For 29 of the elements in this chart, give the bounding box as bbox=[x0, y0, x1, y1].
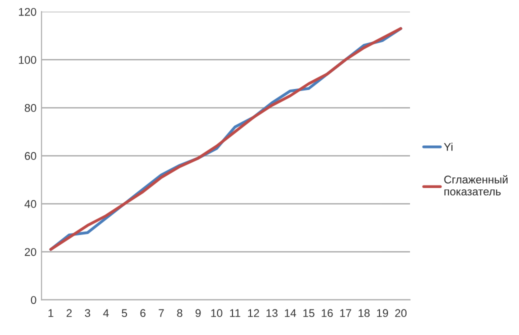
y-tick-label: 60 bbox=[24, 152, 36, 160]
y-tick-label: 20 bbox=[24, 248, 36, 256]
x-tick-label: 15 bbox=[303, 309, 314, 318]
legend-label: Yi bbox=[444, 142, 452, 151]
x-tick-label: 16 bbox=[322, 309, 333, 318]
x-tick-label: 19 bbox=[377, 309, 388, 318]
y-tick-label: 120 bbox=[18, 8, 36, 16]
x-tick-label: 20 bbox=[395, 309, 407, 318]
x-tick-label: 7 bbox=[158, 309, 164, 317]
x-tick-label: 18 bbox=[358, 309, 370, 318]
x-tick-label: 3 bbox=[84, 309, 90, 318]
x-tick-label: 12 bbox=[248, 309, 260, 317]
x-tick-label: 9 bbox=[196, 309, 201, 318]
x-tick-label: 14 bbox=[284, 309, 296, 317]
x-tick-label: 1 bbox=[48, 309, 54, 317]
x-tick-label: 8 bbox=[177, 309, 182, 318]
x-tick-label: 5 bbox=[122, 309, 128, 318]
y-tick-label: 40 bbox=[24, 200, 36, 208]
y-tick-label: 100 bbox=[18, 56, 36, 64]
y-tick-label: 0 bbox=[30, 296, 36, 304]
x-tick-label: 6 bbox=[140, 309, 146, 318]
x-tick-label: 17 bbox=[340, 309, 352, 317]
y-tick-label: 80 bbox=[24, 104, 36, 112]
x-tick-label: 13 bbox=[266, 309, 278, 318]
legend-label: Сглаженный показатель bbox=[444, 175, 508, 196]
x-tick-label: 11 bbox=[230, 309, 240, 317]
x-tick-label: 10 bbox=[211, 309, 222, 318]
x-tick-label: 4 bbox=[103, 309, 109, 317]
x-tick-label: 2 bbox=[66, 309, 72, 317]
